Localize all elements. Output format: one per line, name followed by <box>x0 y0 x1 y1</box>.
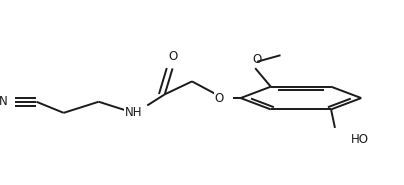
Text: O: O <box>252 53 262 66</box>
Text: O: O <box>215 92 224 105</box>
Text: NH: NH <box>125 106 142 119</box>
Text: N: N <box>0 95 7 108</box>
Text: O: O <box>168 50 177 63</box>
Text: HO: HO <box>351 132 368 146</box>
